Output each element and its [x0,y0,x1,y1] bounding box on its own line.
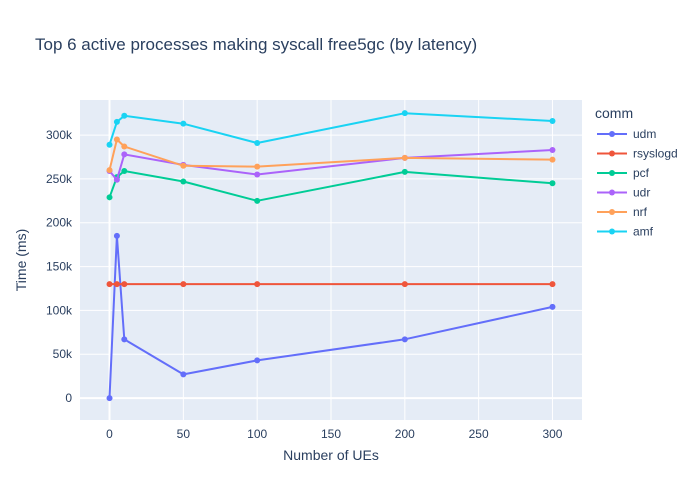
data-point-nrf [121,143,128,150]
y-tick-label: 250k [46,172,73,186]
data-point-pcf [549,180,556,187]
data-point-rsyslogd [113,281,120,288]
data-point-udr [549,146,556,153]
data-point-rsyslogd [549,281,556,288]
legend-swatch-marker [609,170,615,176]
legend-title: comm [595,105,633,121]
y-tick-label: 200k [46,216,73,230]
data-point-rsyslogd [106,281,113,288]
data-point-pcf [401,168,408,175]
legend-swatch-marker [609,131,615,137]
series-nrf [106,136,556,174]
x-tick-label: 150 [321,427,341,441]
series-amf [106,110,556,148]
data-point-rsyslogd [401,281,408,288]
x-tick-label: 50 [177,427,191,441]
series-layer [106,110,556,402]
legend-label: pcf [633,166,650,180]
data-point-udm [121,336,128,343]
data-point-udm [106,395,113,402]
legend-label: rsyslogd [633,147,678,161]
series-rsyslogd [106,281,556,288]
x-tick-label: 0 [106,427,113,441]
x-axis-ticks: 0 50 100 150 200 250 300 [106,427,563,441]
x-tick-label: 100 [247,427,267,441]
legend-label: amf [633,225,654,239]
legend: comm udm rsyslogd pcf udr nrf amf [595,105,678,239]
data-point-nrf [113,136,120,143]
legend-label: nrf [633,205,648,219]
y-axis-title: Time (ms) [13,229,29,291]
data-point-amf [549,118,556,125]
legend-swatch-marker [609,150,615,157]
series-udm [106,232,556,402]
chart-title: Top 6 active processes making syscall fr… [35,35,477,54]
y-tick-label: 300k [46,128,73,142]
legend-item-nrf[interactable]: nrf [597,205,648,219]
x-tick-label: 300 [542,427,562,441]
legend-item-udm[interactable]: udm [597,127,656,141]
x-axis-title: Number of UEs [283,447,379,463]
x-tick-label: 200 [395,427,415,441]
data-point-nrf [180,162,187,169]
data-point-udr [121,151,128,158]
data-point-udm [549,303,556,310]
data-point-amf [401,110,408,117]
data-point-udr [254,171,261,178]
data-point-amf [254,139,261,146]
data-point-rsyslogd [121,281,128,288]
legend-swatch-marker [609,189,615,196]
data-point-nrf [401,154,408,161]
legend-item-pcf[interactable]: pcf [597,166,650,180]
data-point-pcf [121,168,128,175]
y-tick-label: 0 [65,391,72,405]
data-point-pcf [180,178,187,185]
data-point-amf [180,120,187,127]
y-tick-label: 150k [46,260,73,274]
legend-item-amf[interactable]: amf [597,225,654,239]
data-point-rsyslogd [254,281,261,288]
legend-swatch-marker [609,228,615,235]
y-tick-label: 100k [46,303,73,317]
data-point-nrf [106,167,113,174]
data-point-amf [106,141,113,148]
legend-label: udr [633,186,650,200]
data-point-nrf [254,163,261,170]
data-point-amf [121,112,128,119]
legend-swatch-marker [609,209,615,215]
y-tick-label: 50k [53,347,73,361]
legend-item-rsyslogd[interactable]: rsyslogd [597,147,678,161]
data-point-udm [180,371,187,378]
legend-item-udr[interactable]: udr [597,186,650,200]
data-point-pcf [254,197,261,204]
legend-label: udm [633,127,656,141]
data-point-udm [254,357,261,364]
data-point-udm [113,232,120,239]
data-point-udr [113,176,120,183]
data-point-pcf [106,194,113,201]
data-point-udm [401,336,408,343]
data-point-rsyslogd [180,281,187,288]
data-point-amf [113,118,120,125]
x-tick-label: 250 [469,427,489,441]
data-point-nrf [549,156,556,163]
y-axis-ticks: 0 50k 100k 150k 200k 250k 300k [46,128,73,405]
